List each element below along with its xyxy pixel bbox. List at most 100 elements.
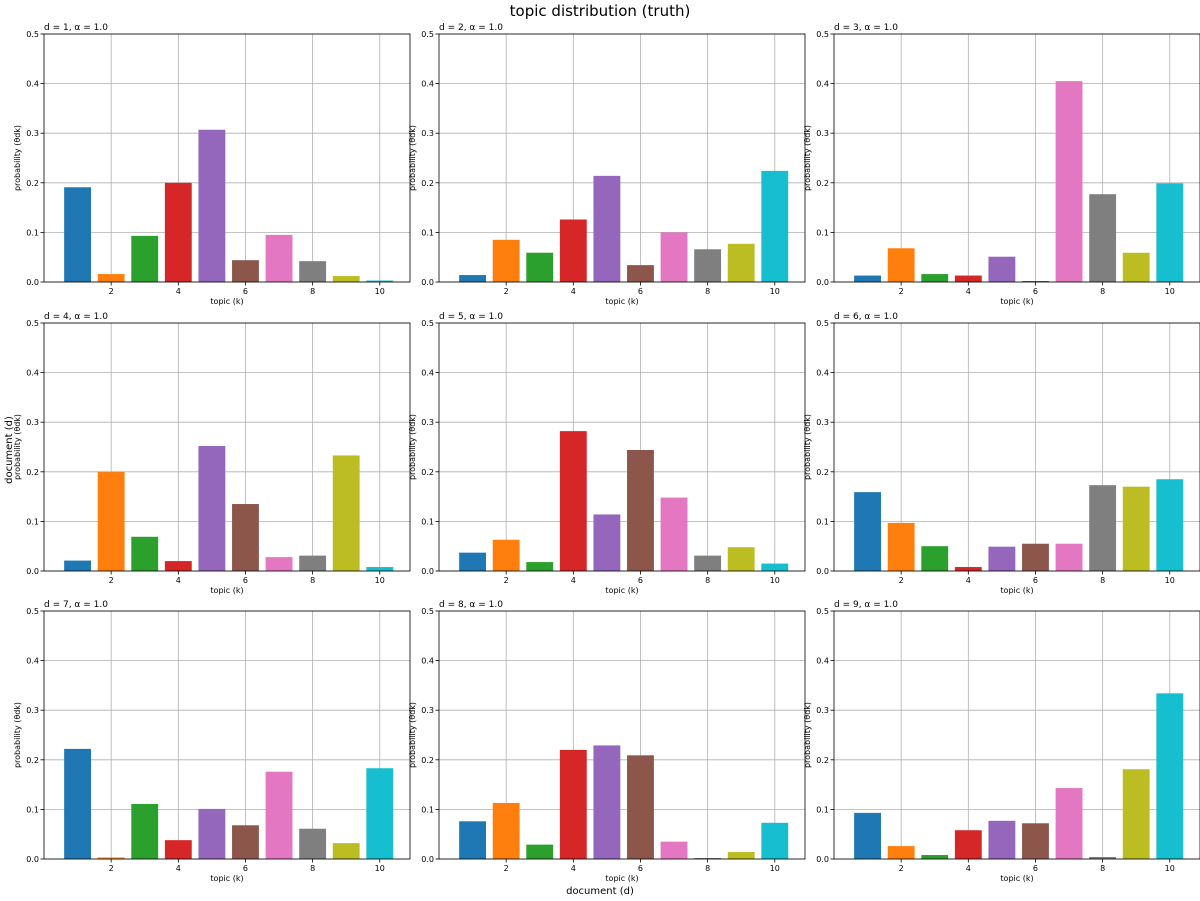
y-tick-label: 0.4 [816, 80, 829, 89]
x-tick-label: 10 [375, 864, 385, 873]
y-tick-label: 0.4 [26, 657, 39, 666]
axes-frame [43, 33, 411, 283]
bar-topic-3 [921, 855, 949, 859]
axes-frame [438, 33, 806, 283]
y-tick-label: 0.3 [26, 129, 39, 138]
subplot-title: d = 8, α = 1.0 [439, 600, 503, 610]
y-tick-label: 0.4 [26, 80, 39, 89]
y-tick-label: 0.4 [421, 369, 434, 378]
figure-ylabel: document (d) [4, 416, 15, 484]
x-axis-label: topic (k) [1000, 586, 1033, 595]
bar-topic-9 [727, 547, 755, 571]
bar-topic-1 [459, 821, 487, 859]
figure-xlabel: document (d) [566, 886, 634, 897]
bar-topic-6 [232, 260, 259, 282]
y-tick-label: 0.1 [421, 805, 434, 814]
bar-topic-7 [660, 841, 688, 859]
subplot-title: d = 7, α = 1.0 [44, 600, 108, 610]
y-axis-label: probability (θdk) [408, 702, 417, 768]
bar-topic-8 [694, 555, 722, 571]
bar-topic-5 [198, 446, 226, 571]
y-tick-label: 0.1 [816, 228, 829, 237]
subplot-7: 2 4 6 8 10 0.0 0.1 0.2 0.3 0.4 0.5 d = 7, α = 1.0 to… [13, 600, 411, 883]
y-tick-label: 0.0 [421, 278, 434, 287]
figure-title: topic distribution (truth) [510, 2, 691, 20]
y-tick-label: 0.2 [26, 468, 39, 477]
bar-topic-2 [492, 802, 520, 859]
bar-topic-5 [593, 514, 621, 571]
bar-topic-1 [64, 560, 92, 571]
y-tick-label: 0.2 [26, 179, 39, 188]
bar-topic-4 [559, 219, 587, 282]
axes-frame [438, 610, 806, 860]
y-axis-label: probability (θdk) [803, 125, 812, 191]
x-tick-label: 4 [966, 576, 971, 585]
bar-topic-1 [64, 748, 92, 859]
bar-topic-8 [1089, 485, 1117, 571]
bar-topic-3 [526, 252, 554, 282]
subplot-9: 2 4 6 8 10 0.0 0.1 0.2 0.3 0.4 0.5 d = 9, α = 1.0 to… [803, 600, 1200, 883]
bar-topic-6 [627, 755, 654, 859]
bar-topic-5 [198, 808, 226, 859]
y-tick-label: 0.5 [816, 607, 829, 616]
x-tick-label: 10 [770, 576, 780, 585]
bar-topic-5 [988, 256, 1016, 282]
x-tick-label: 6 [638, 864, 643, 873]
bar-topic-1 [459, 275, 487, 282]
bar-topic-7 [265, 557, 293, 571]
y-tick-label: 0.2 [26, 756, 39, 765]
x-tick-label: 2 [504, 576, 509, 585]
subplot-title: d = 5, α = 1.0 [439, 312, 503, 322]
x-axis-label: topic (k) [605, 586, 638, 595]
y-axis-label: probability (θdk) [408, 414, 417, 480]
bar-topic-4 [954, 567, 982, 571]
bar-topic-4 [559, 431, 587, 571]
x-tick-label: 8 [310, 576, 315, 585]
bar-topic-10 [761, 170, 789, 282]
bar-topic-7 [660, 232, 688, 282]
bar-topic-9 [1122, 486, 1150, 571]
bar-topic-10 [1156, 693, 1184, 859]
y-tick-label: 0.2 [816, 179, 829, 188]
bar-topic-1 [854, 275, 882, 282]
y-axis-label: probability (θdk) [13, 125, 22, 191]
y-tick-label: 0.1 [421, 517, 434, 526]
x-axis-label: topic (k) [605, 297, 638, 306]
x-tick-label: 10 [1165, 287, 1175, 296]
y-tick-label: 0.5 [816, 319, 829, 328]
bar-topic-8 [1089, 857, 1117, 859]
bar-topic-2 [97, 471, 125, 571]
subplot-4: 2 4 6 8 10 0.0 0.1 0.2 0.3 0.4 0.5 d = 4, α = 1.0 to… [13, 312, 411, 595]
y-tick-label: 0.0 [816, 278, 829, 287]
bar-topic-7 [660, 497, 688, 571]
bar-topic-3 [526, 562, 554, 571]
bar-topic-1 [459, 552, 487, 571]
bar-topic-8 [299, 555, 327, 571]
bar-topic-6 [232, 825, 259, 859]
y-tick-label: 0.3 [26, 706, 39, 715]
bar-topic-8 [694, 249, 722, 282]
x-tick-label: 4 [966, 864, 971, 873]
x-axis-label: topic (k) [210, 586, 243, 595]
y-tick-label: 0.2 [421, 468, 434, 477]
bar-topic-1 [64, 187, 92, 282]
bar-topic-9 [332, 276, 360, 282]
bar-topic-4 [954, 275, 982, 282]
x-tick-label: 8 [705, 576, 710, 585]
x-tick-label: 6 [1033, 287, 1038, 296]
subplot-2: 2 4 6 8 10 0.0 0.1 0.2 0.3 0.4 0.5 d = 2, α = 1.0 to… [408, 23, 806, 306]
x-tick-label: 6 [243, 576, 248, 585]
bar-topic-3 [921, 274, 949, 282]
y-tick-label: 0.5 [421, 30, 434, 39]
subplot-title: d = 1, α = 1.0 [44, 23, 108, 33]
axes-frame [833, 322, 1200, 572]
y-tick-label: 0.5 [421, 607, 434, 616]
bar-topic-9 [1122, 252, 1150, 282]
bar-topic-6 [627, 449, 654, 571]
bar-topic-3 [131, 235, 159, 282]
x-tick-label: 6 [1033, 576, 1038, 585]
bar-topic-3 [921, 546, 949, 571]
bar-topic-8 [299, 261, 327, 282]
bar-topic-5 [988, 820, 1016, 859]
bar-topic-1 [854, 492, 882, 571]
